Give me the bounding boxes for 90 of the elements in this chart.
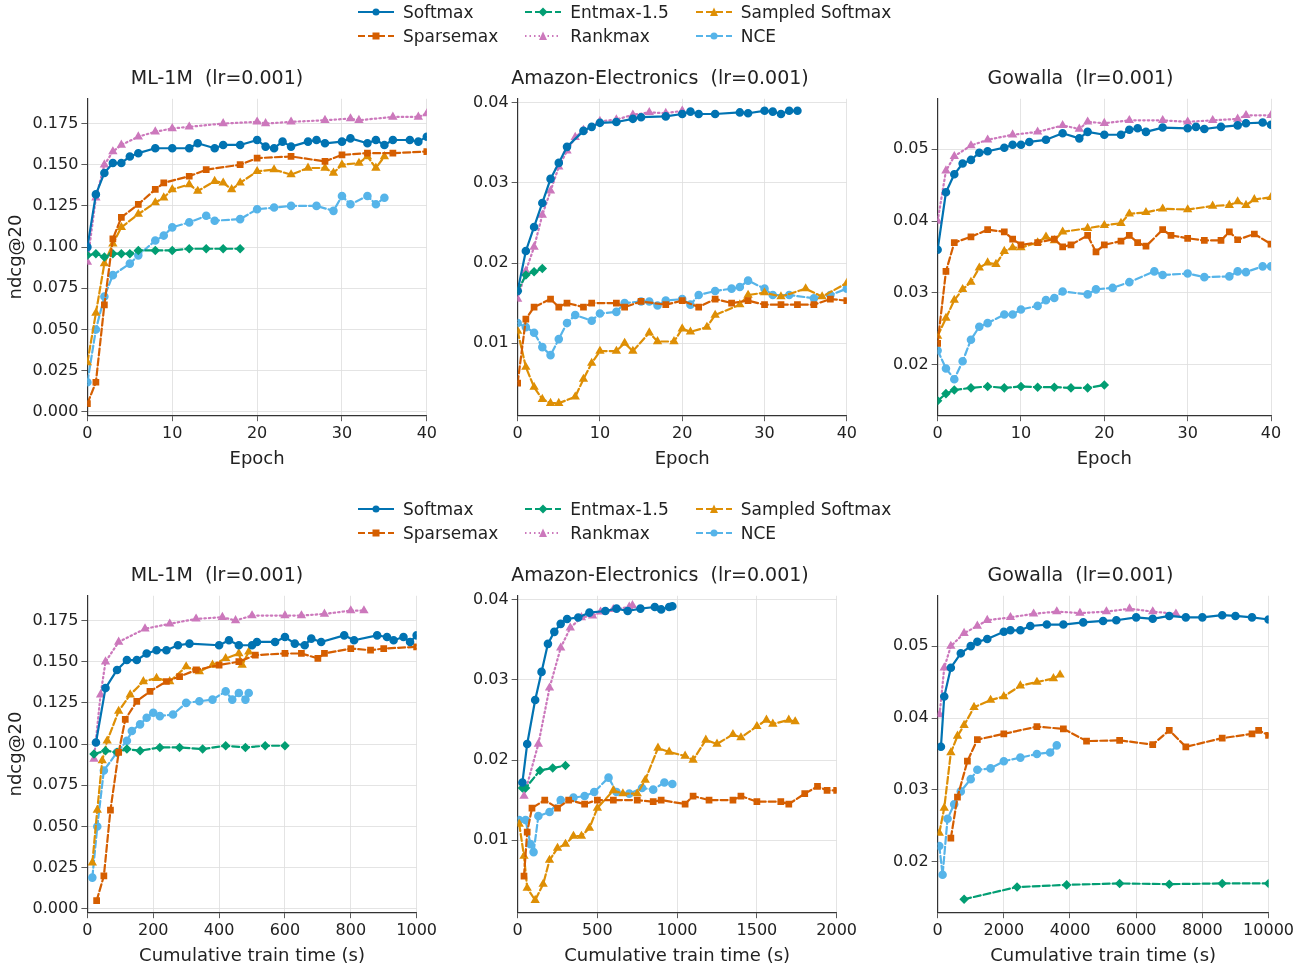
x-tick-label: 6000: [1115, 919, 1157, 939]
legend-label: Entmax-1.5: [570, 499, 669, 519]
x-tick-label: 30: [1177, 422, 1198, 442]
x-tick-label: 0: [932, 919, 943, 939]
x-axis-title: Cumulative train time (s): [564, 943, 791, 965]
x-tick-label: 0: [512, 422, 523, 442]
y-tick-label: 0.03: [473, 669, 509, 689]
legend-label: Sparsemax: [403, 26, 499, 46]
x-tick-label: 40: [836, 422, 857, 442]
x-tick-label: 30: [331, 422, 353, 442]
legend-label: Sampled Softmax: [740, 2, 892, 22]
x-tick-label: 500: [582, 919, 613, 939]
y-tick-label: 0.000: [32, 898, 79, 918]
legend-label: Softmax: [403, 2, 474, 22]
x-tick-label: 20: [1094, 422, 1115, 442]
x-tick-label: 30: [754, 422, 775, 442]
x-tick-label: 20: [246, 422, 268, 442]
x-tick-label: 8000: [1182, 919, 1223, 939]
y-tick-label: 0.100: [32, 236, 79, 256]
x-tick-label: 2000: [816, 919, 857, 939]
y-tick-label: 0.175: [32, 112, 79, 132]
y-tick-label: 0.04: [473, 588, 509, 608]
x-tick-label: 10: [162, 422, 183, 442]
y-tick-label: 0.02: [473, 749, 509, 769]
chart-title: ML-1M (lr=0.001): [130, 563, 304, 586]
x-tick-label: 0: [82, 919, 93, 939]
y-tick-label: 0.150: [32, 153, 79, 173]
y-tick-label: 0.03: [893, 282, 929, 302]
legend-label: Sampled Softmax: [740, 499, 892, 519]
legend-label: Rankmax: [570, 26, 650, 46]
x-tick-label: 40: [1260, 422, 1282, 442]
legend-label: NCE: [740, 523, 777, 543]
chart-title: Amazon-Electronics (lr=0.001): [511, 66, 809, 89]
x-tick-label: 600: [269, 919, 301, 939]
x-tick-label: 1000: [656, 919, 698, 939]
y-tick-label: 0.075: [32, 277, 79, 297]
y-tick-label: 0.075: [32, 774, 79, 794]
x-axis-title: Epoch: [654, 446, 710, 468]
x-tick-label: 800: [335, 919, 367, 939]
y-tick-label: 0.050: [32, 815, 79, 835]
x-tick-label: 10000: [1243, 919, 1294, 939]
chart-title: Amazon-Electronics (lr=0.001): [511, 563, 809, 586]
legend-label: Softmax: [403, 499, 474, 519]
x-tick-label: 1000: [396, 919, 437, 939]
y-axis-title: ndcg@20: [4, 711, 26, 797]
x-tick-label: 4000: [1049, 919, 1091, 939]
x-tick-label: 10: [1010, 422, 1032, 442]
y-tick-label: 0.03: [473, 172, 509, 192]
y-tick-label: 0.01: [473, 332, 509, 352]
legend-label: Entmax-1.5: [570, 2, 669, 22]
y-tick-label: 0.02: [893, 354, 929, 374]
y-tick-label: 0.050: [32, 318, 79, 338]
y-tick-label: 0.01: [473, 829, 509, 849]
y-tick-label: 0.05: [893, 635, 929, 655]
x-tick-label: 0: [82, 422, 93, 442]
x-tick-label: 200: [137, 919, 169, 939]
x-tick-label: 10: [589, 422, 611, 442]
x-tick-label: 2000: [983, 919, 1025, 939]
y-tick-label: 0.03: [893, 779, 929, 799]
chart-title: ML-1M (lr=0.001): [130, 66, 304, 89]
x-axis-title: Cumulative train time (s): [990, 943, 1217, 965]
y-tick-label: 0.05: [893, 138, 929, 158]
y-tick-label: 0.02: [893, 851, 929, 871]
x-tick-label: 0: [512, 919, 523, 939]
y-tick-label: 0.175: [32, 609, 79, 629]
x-tick-label: 20: [672, 422, 693, 442]
x-tick-label: 0: [932, 422, 943, 442]
y-tick-label: 0.04: [893, 210, 929, 230]
y-tick-label: 0.02: [473, 252, 509, 272]
x-tick-label: 1500: [736, 919, 778, 939]
y-tick-label: 0.025: [32, 856, 79, 876]
x-axis-title: Epoch: [229, 446, 285, 468]
legend-label: Sparsemax: [403, 523, 499, 543]
y-tick-label: 0.125: [32, 195, 79, 215]
legend-label: NCE: [740, 26, 777, 46]
y-tick-label: 0.04: [893, 707, 929, 727]
x-axis-title: Cumulative train time (s): [139, 943, 365, 965]
y-axis-title: ndcg@20: [4, 214, 26, 300]
chart-title: Gowalla (lr=0.001): [987, 66, 1174, 89]
y-tick-label: 0.000: [32, 401, 79, 421]
x-axis-title: Epoch: [1076, 446, 1132, 468]
x-tick-label: 40: [416, 422, 437, 442]
y-tick-label: 0.150: [32, 650, 79, 670]
y-tick-label: 0.04: [473, 91, 509, 111]
chart-title: Gowalla (lr=0.001): [987, 563, 1174, 586]
y-tick-label: 0.100: [32, 733, 79, 753]
x-tick-label: 400: [203, 919, 235, 939]
legend-label: Rankmax: [570, 523, 650, 543]
y-tick-label: 0.125: [32, 692, 79, 712]
y-tick-label: 0.025: [32, 359, 79, 379]
